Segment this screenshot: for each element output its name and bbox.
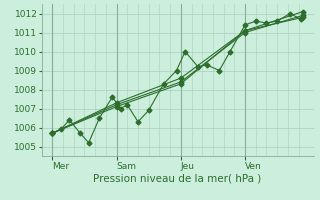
X-axis label: Pression niveau de la mer( hPa ): Pression niveau de la mer( hPa ) <box>93 173 262 183</box>
